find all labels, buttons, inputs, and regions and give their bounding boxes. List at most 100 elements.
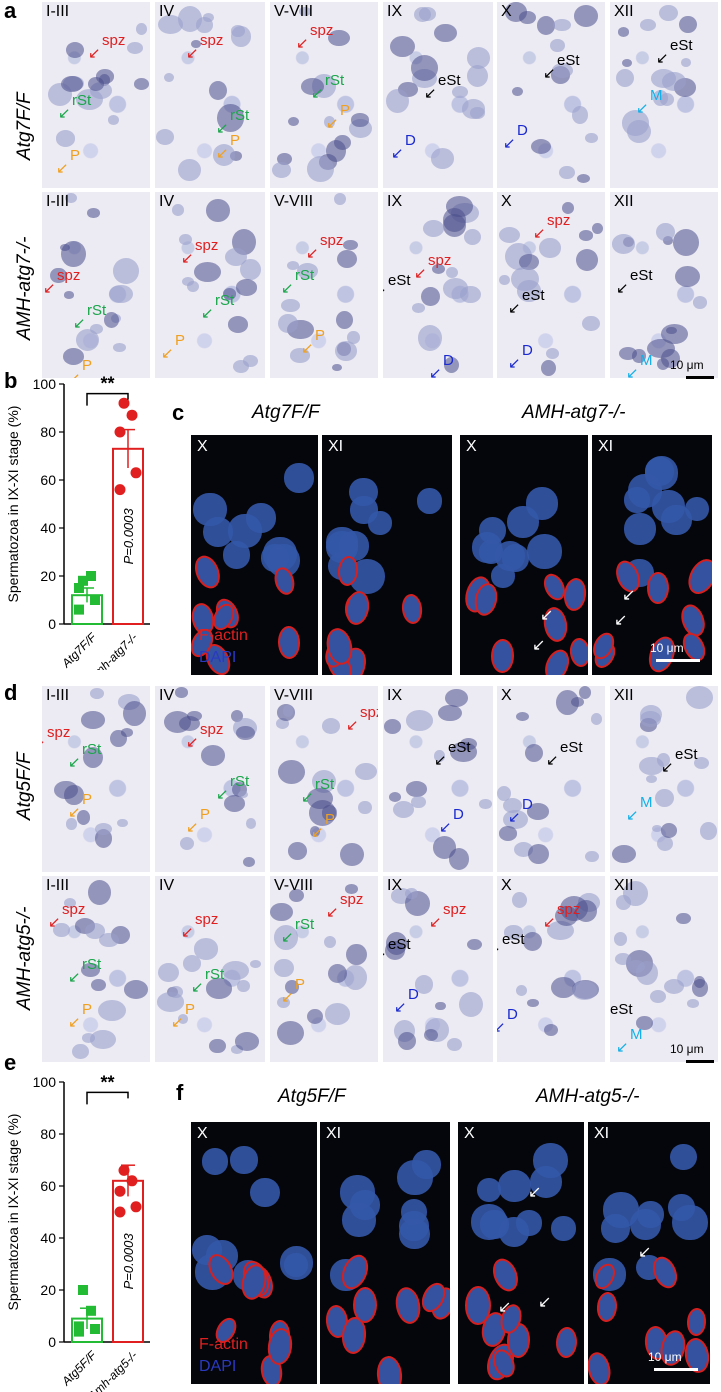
cell-label-spz: spz <box>62 901 86 918</box>
y-tick-label: 60 <box>40 1178 56 1194</box>
arrow-icon: ↙ <box>68 804 81 821</box>
arrow-icon: ↙ <box>503 135 516 152</box>
nucleus-blob <box>466 46 490 69</box>
panel-letter-d: d <box>4 680 18 705</box>
panel-letter-f: f <box>176 1080 184 1105</box>
scale-bar <box>654 1368 698 1371</box>
data-point <box>86 571 96 581</box>
nucleus-blob <box>287 842 308 860</box>
nucleus-blob <box>559 165 575 180</box>
nucleus-blob <box>419 7 437 22</box>
data-point <box>78 1285 88 1295</box>
nucleus-blob <box>434 23 457 42</box>
scale-label: 10 μm <box>670 1042 704 1056</box>
nucleus-blob <box>227 316 248 333</box>
nucleus-blob <box>575 900 597 923</box>
nucleus-blob <box>281 298 300 313</box>
stage-label: X <box>501 877 512 894</box>
stain-label-dapi: DAPI <box>199 649 237 666</box>
stage-label: XII <box>614 193 634 210</box>
arrow-icon: ↙ <box>326 904 339 921</box>
heading-atg5-ff: Atg5F/F <box>278 1086 346 1107</box>
arrow-icon: ↙ <box>311 824 324 841</box>
data-point <box>78 575 88 586</box>
cell-label-est: eSt <box>388 936 411 953</box>
nucleus-blob <box>438 704 462 722</box>
nucleus-blob <box>358 800 372 815</box>
arrow-icon: ↙ <box>281 989 294 1006</box>
y-tick-label: 40 <box>40 520 56 536</box>
nucleus-blob <box>424 1029 439 1042</box>
cell-label-est: eSt <box>438 72 461 89</box>
stage-label: V-VIII <box>274 877 314 894</box>
nucleus-blob <box>187 280 199 292</box>
cell-label-spz: spz <box>57 267 81 284</box>
nucleus-blob <box>480 1210 509 1239</box>
y-axis-label: Spermatozoa in IX-XI stage (%) <box>5 406 21 603</box>
cell-label-est: eSt <box>560 739 583 756</box>
stage-label: XI <box>594 1125 610 1142</box>
nucleus-blob <box>417 325 442 352</box>
nucleus-blob <box>81 962 101 978</box>
nucleus-blob <box>658 4 678 22</box>
arrow-icon: ↙ <box>616 1039 629 1056</box>
nucleus-blob <box>88 879 111 905</box>
nucleus-blob <box>348 477 378 507</box>
y-tick-label: 20 <box>40 568 56 584</box>
nucleus-blob <box>368 510 393 535</box>
nucleus-blob <box>245 818 256 830</box>
arrow-icon: ↙ <box>543 65 556 82</box>
nucleus-blob <box>75 329 99 351</box>
y-tick-label: 20 <box>40 1282 56 1298</box>
nucleus-blob <box>98 932 119 948</box>
nucleus-blob <box>180 837 195 851</box>
nucleus-blob <box>451 85 468 99</box>
nucleus-blob <box>624 486 650 513</box>
data-point <box>74 604 84 615</box>
nucleus-blob <box>223 794 245 812</box>
nucleus-blob <box>692 296 707 309</box>
data-point <box>114 484 126 496</box>
nucleus-blob <box>117 818 128 827</box>
nucleus-blob <box>541 359 557 376</box>
cell-label-p: P <box>340 102 351 119</box>
fluorescence-tile: X F-actin DAPI <box>191 1122 317 1384</box>
nucleus-blob <box>332 363 343 372</box>
cell-label-p: P <box>82 791 93 808</box>
stage-label: X <box>464 1125 475 1142</box>
arrow-icon: ↙ <box>638 1244 652 1261</box>
nucleus-blob <box>623 512 656 546</box>
fluorescence-tile: X F-actin DAPI <box>191 435 318 675</box>
nucleus-blob <box>163 711 192 734</box>
nucleus-blob <box>668 1193 696 1222</box>
nucleus-blob <box>512 86 524 97</box>
nucleus-blob <box>284 979 300 995</box>
stage-label: I-III <box>46 3 70 20</box>
nucleus-blob <box>539 238 561 258</box>
nucleus-blob <box>201 745 226 766</box>
arrow-icon: ↙ <box>68 369 81 378</box>
data-point <box>114 426 126 438</box>
arrow-icon: ↙ <box>616 280 629 297</box>
stage-label: I-III <box>46 687 70 704</box>
nucleus-blob <box>621 59 633 68</box>
data-point <box>90 595 100 605</box>
nucleus-blob <box>503 810 528 830</box>
nucleus-blob <box>158 15 184 35</box>
stage-label: V-VIII <box>274 687 314 704</box>
nucleus-blob <box>230 25 245 38</box>
arrow-icon: ↙ <box>171 1014 184 1031</box>
nucleus-blob <box>499 227 521 244</box>
stage-label: XII <box>614 3 634 20</box>
y-tick-label: 0 <box>48 1334 56 1350</box>
histology-tile: IV spz ↙ rSt ↙ P ↙ <box>155 686 265 872</box>
nucleus-blob <box>155 128 175 145</box>
cell-label-spz: spz <box>443 901 467 918</box>
arrow-icon: ↙ <box>73 315 86 332</box>
cell-label-est: eSt <box>610 1001 633 1018</box>
nucleus-blob <box>343 239 359 251</box>
